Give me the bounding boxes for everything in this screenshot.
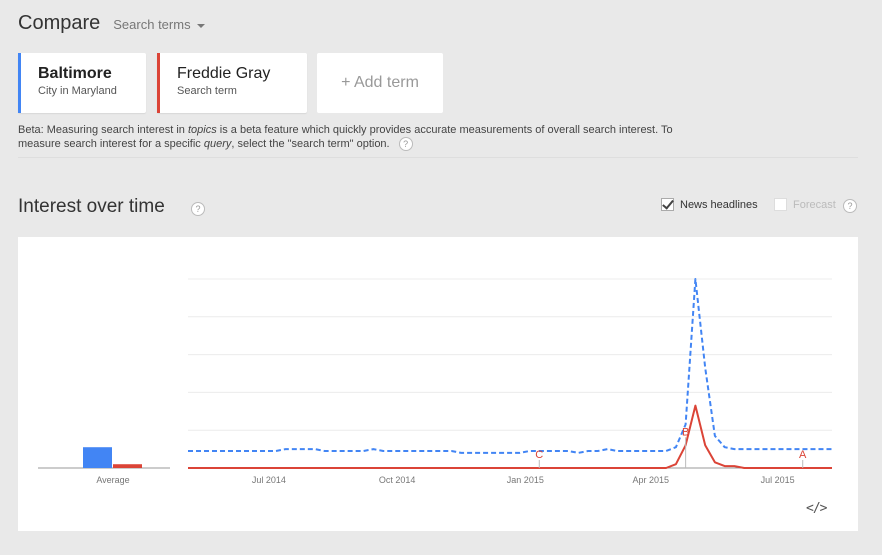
search-terms-label: Search terms [113,17,191,32]
series-line-baltimore [188,278,832,454]
x-tick-label: Jul 2014 [252,475,286,485]
x-tick-label: Apr 2015 [633,475,670,485]
series-line-freddie-gray [188,404,832,469]
interest-chart-panel: Average Jul 2014 Oct 2014 Jan 2015 Apr 2015 J… [18,237,858,531]
term-subtitle: Search term [177,85,237,97]
news-headlines-toggle[interactable]: News headlines [661,198,758,211]
beta-note-text: is a beta feature which quickly provides… [18,124,673,150]
forecast-checkbox[interactable] [774,198,787,211]
help-icon[interactable]: ? [398,137,413,152]
average-bar-freddie-gray [113,464,142,468]
x-tick-label: Oct 2014 [379,475,416,485]
annotation-marker-c[interactable]: C [535,449,543,461]
term-name: Freddie Gray [177,65,271,82]
annotation-marker-b[interactable]: B [682,426,689,438]
chevron-down-icon [196,23,205,28]
news-headlines-label: News headlines [680,198,758,211]
beta-note-topics: topics [187,124,217,136]
help-icon[interactable]: ? [843,199,857,213]
forecast-toggle[interactable]: Forecast [774,198,836,211]
section-divider [18,157,858,158]
term-color-bar [157,53,160,113]
term-card-freddie-gray[interactable]: Freddie Gray Search term [157,53,307,113]
embed-code-icon[interactable]: </> [806,501,828,516]
term-card-baltimore[interactable]: Baltimore City in Maryland [18,53,146,113]
section-title: Interest over time [18,196,165,217]
x-tick-label: Jan 2015 [507,475,544,485]
interest-chart[interactable]: Average Jul 2014 Oct 2014 Jan 2015 Apr 2015 J… [18,237,858,531]
news-headlines-checkbox[interactable] [661,198,674,211]
add-term-button[interactable]: + Add term [317,53,443,113]
beta-note-text: , select the "search term" option. [231,138,390,150]
x-tick-label: Jul 2015 [761,475,795,485]
beta-note-text: Beta: Measuring search interest in [18,124,188,136]
search-terms-dropdown[interactable]: Search terms [113,17,205,32]
average-label: Average [96,475,129,485]
help-icon[interactable]: ? [191,202,205,216]
annotation-marker-a[interactable]: A [799,449,807,461]
compare-header: Compare Search terms [18,12,205,35]
beta-note: Beta: Measuring search interest in topic… [18,123,698,152]
term-subtitle: City in Maryland [38,85,117,97]
term-name: Baltimore [38,65,112,82]
average-bar-baltimore [83,447,112,468]
beta-note-query: query [203,138,232,150]
term-color-bar [18,53,21,113]
forecast-label: Forecast [793,198,836,211]
page-title: Compare [18,12,101,34]
